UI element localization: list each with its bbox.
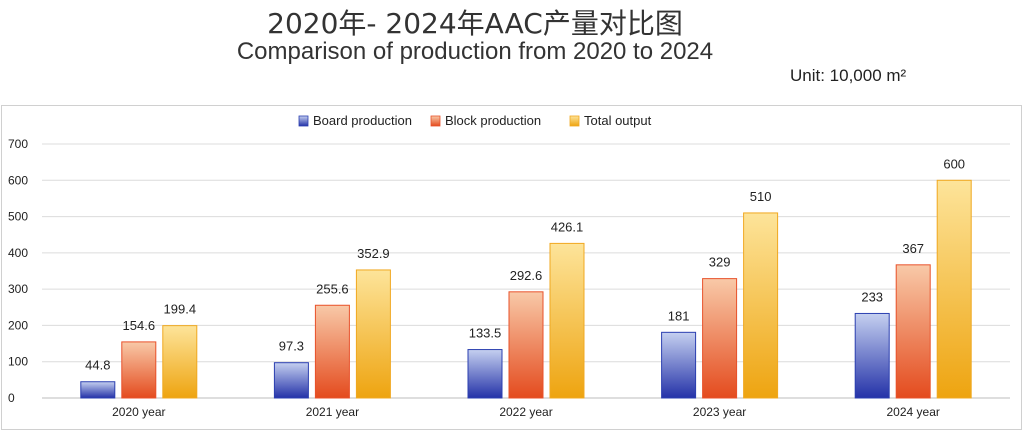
legend-item: Block production [430, 113, 541, 128]
bar-board-production [80, 381, 116, 399]
data-label: 233 [861, 289, 883, 304]
data-label: 255.6 [316, 281, 349, 296]
data-label: 133.5 [469, 326, 502, 341]
x-axis: 2020 year 2021 year 2022 year 2023 year 2024… [112, 405, 940, 419]
data-label: 600 [943, 156, 965, 171]
x-tick-label: 2022 year [499, 405, 552, 419]
grid-lines [42, 143, 1010, 399]
data-label: 44.8 [85, 358, 110, 373]
bar-block-production [702, 278, 738, 399]
y-tick-label: 300 [8, 282, 28, 296]
x-tick-label: 2021 year [306, 405, 359, 419]
bar-total-output [162, 325, 198, 399]
data-label: 510 [750, 189, 772, 204]
data-label: 199.4 [164, 302, 197, 317]
y-tick-label: 700 [8, 137, 28, 151]
legend-swatch [298, 115, 309, 127]
legend-swatch [430, 115, 441, 127]
x-tick-label: 2023 year [693, 405, 746, 419]
y-tick-label: 0 [8, 391, 15, 405]
y-axis: 0 100 200 300 400 500 600 700 [8, 137, 28, 405]
bar-board-production [661, 331, 697, 399]
chart-title-en: Comparison of production from 2020 to 20… [236, 38, 714, 65]
data-label: 352.9 [357, 246, 390, 261]
data-label: 292.6 [510, 268, 543, 283]
legend-label: Block production [445, 113, 541, 128]
y-tick-label: 100 [8, 355, 28, 369]
bar-total-output [743, 212, 779, 399]
x-tick-label: 2020 year [112, 405, 165, 419]
legend-item: Total output [569, 113, 652, 128]
data-label: 367 [902, 241, 924, 256]
legend-swatch [569, 115, 580, 127]
bar-board-production [273, 362, 309, 399]
y-tick-label: 400 [8, 246, 28, 260]
bar-total-output [936, 179, 972, 399]
bar-total-output [549, 242, 585, 399]
data-label: 154.6 [123, 318, 156, 333]
y-tick-label: 500 [8, 210, 28, 224]
bars [80, 179, 972, 399]
data-labels: 44.8 154.6 199.4 97.3 255.6 352.9 133.5 292.6 42… [85, 156, 965, 372]
bar-block-production [314, 304, 350, 399]
bar-total-output [355, 269, 391, 399]
y-tick-label: 200 [8, 318, 28, 332]
data-label: 97.3 [279, 339, 304, 354]
bar-board-production [467, 349, 503, 399]
bar-block-production [895, 264, 931, 399]
y-tick-label: 600 [8, 173, 28, 187]
data-label: 181 [668, 308, 690, 323]
data-label: 329 [709, 255, 731, 270]
legend-item: Board production [298, 113, 412, 128]
chart-frame [1, 105, 1022, 430]
legend-label: Total output [584, 113, 652, 128]
bar-block-production [121, 341, 157, 399]
x-tick-label: 2024 year [887, 405, 940, 419]
chart-title-cn: 2020年- 2024年AAC产量对比图 [267, 7, 683, 40]
data-label: 426.1 [551, 219, 584, 234]
legend: Board production Block production Total ou… [298, 113, 652, 128]
legend-label: Board production [313, 113, 412, 128]
bar-board-production [854, 312, 890, 399]
bar-block-production [508, 291, 544, 399]
unit-label: Unit: 10,000 m² [790, 66, 907, 85]
